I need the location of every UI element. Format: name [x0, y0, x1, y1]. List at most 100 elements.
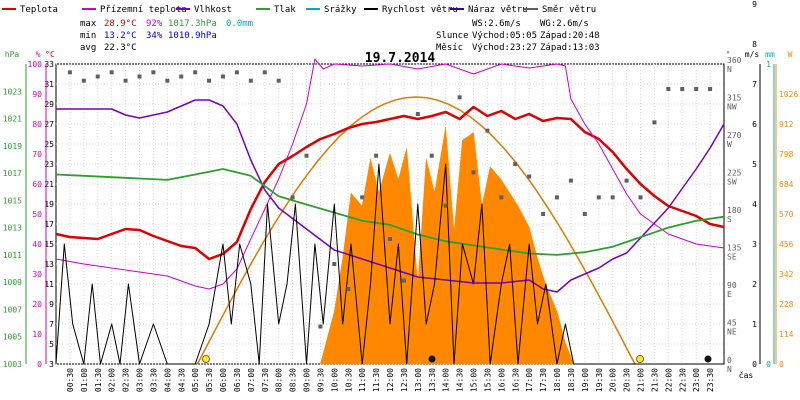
- dir-tick-compass: NW: [727, 103, 737, 112]
- x-tick-label: 14:30: [456, 368, 465, 392]
- x-tick-label: 06:30: [233, 368, 242, 392]
- hpa-tick-label: 1007: [3, 305, 22, 314]
- temp-tick-label: 23: [44, 160, 54, 169]
- wind-direction-point: [513, 162, 518, 166]
- wind-direction-point: [276, 78, 281, 83]
- series-line-přízemní-teplota: [55, 58, 725, 290]
- stats-block: max 28.9°C 92% 1017.3hPa 0.0mm min 13.2°…: [80, 19, 600, 53]
- temp-tick-label: 3: [49, 360, 54, 369]
- x-tick-label: 22:30: [678, 368, 687, 392]
- legend: Teplota Přízemní teplota Vlhkost Tlak Srážky…: [2, 5, 596, 15]
- hpa-tick-label: 1005: [3, 333, 22, 342]
- wind-direction-point: [694, 87, 699, 91]
- x-tick-label: 01:00: [80, 368, 89, 392]
- wind-direction-point: [304, 153, 309, 158]
- x-tick-label: 13:00: [414, 368, 423, 392]
- temp-tick-label: 7: [49, 320, 54, 329]
- percent-unit: %: [36, 50, 41, 59]
- x-tick-label: 18:00: [553, 368, 562, 392]
- x-tick-label: 13:30: [428, 368, 437, 392]
- dir-tick-label: 225: [727, 169, 742, 178]
- wind-direction-point: [555, 195, 559, 200]
- wind-direction-point: [415, 112, 420, 116]
- x-tick-label: 23:00: [692, 368, 701, 392]
- wind-direction-point: [318, 324, 323, 329]
- wind-direction-point: [596, 195, 601, 200]
- temp-tick-label: 13: [44, 260, 54, 269]
- wind-direction-point: [499, 195, 504, 200]
- x-tick-label: 08:30: [289, 368, 298, 392]
- moonset-marker: [428, 355, 436, 363]
- legend-label: Teplota: [20, 5, 58, 15]
- wind-direction-point: [568, 178, 573, 183]
- x-tick-label: 19:30: [595, 368, 604, 392]
- stat-sun-label: Slunce: [436, 31, 469, 41]
- stat-sun-set: Západ:20:48: [540, 31, 600, 41]
- percent-tick-label: 50: [32, 210, 42, 219]
- hpa-tick-label: 1021: [3, 115, 22, 124]
- hpa-unit: hPa: [5, 50, 20, 59]
- stat-min-hum: 34%: [146, 31, 163, 41]
- temp-tick-label: 33: [44, 60, 54, 69]
- stat-avg-temp: 22.3°C: [104, 43, 137, 53]
- dir-tick-label: 315: [727, 94, 742, 103]
- temp-tick-label: 15: [44, 240, 54, 249]
- wind-direction-point: [151, 70, 156, 75]
- percent-tick-label: 0: [37, 360, 42, 369]
- hpa-tick-label: 1015: [3, 196, 22, 205]
- wind-direction-point: [360, 195, 365, 200]
- dir-tick-compass: N: [727, 65, 732, 74]
- legend-label: Náraz větru: [468, 5, 528, 15]
- hpa-tick-label: 1013: [3, 224, 22, 233]
- temp-tick-label: 19: [44, 200, 54, 209]
- temp-tick-label: 11: [44, 280, 54, 289]
- sunset-marker: [636, 355, 644, 363]
- x-tick-label: 03:30: [149, 368, 158, 392]
- x-tick-label: 14:00: [442, 368, 451, 392]
- percent-tick-label: 60: [32, 180, 42, 189]
- x-tick-label: 21:00: [637, 368, 646, 392]
- wind-direction-point: [708, 87, 713, 91]
- wm2-tick-label: 228: [779, 300, 794, 309]
- series-line-vlhkost: [56, 99, 725, 293]
- x-tick-label: 17:00: [525, 368, 534, 392]
- axes-layer: 00:30 01:00 01:30 02:00 02:30 03:00 03:30 04:00…: [3, 0, 799, 392]
- percent-tick-label: 40: [32, 240, 42, 249]
- wind-direction-points: [67, 70, 713, 329]
- x-tick-label: 07:30: [261, 368, 270, 392]
- wind-direction-point: [95, 74, 100, 79]
- wind-direction-point: [193, 70, 198, 75]
- x-tick-label: 21:30: [650, 368, 659, 392]
- stat-min-press: 1010.9hPa: [168, 31, 217, 41]
- chart-title: 19.7.2014: [365, 51, 436, 66]
- stat-max-rain: 0.0mm: [226, 19, 253, 29]
- legend-label: Vlhkost: [194, 5, 232, 15]
- ms-tick-label: 7: [752, 80, 757, 89]
- wind-direction-point: [652, 120, 657, 125]
- x-tick-label: 20:30: [623, 368, 632, 392]
- stat-min-temp: 13.2°C: [104, 31, 137, 41]
- temp-unit: °C: [45, 50, 55, 59]
- stat-max-press: 1017.3hPa: [168, 19, 217, 29]
- wind-direction-point: [541, 212, 546, 216]
- dir-tick-compass: SW: [727, 178, 737, 187]
- x-tick-label: 20:00: [609, 368, 618, 392]
- wm2-tick-label: 798: [779, 150, 794, 159]
- ms-tick-label: 9: [752, 0, 757, 9]
- ms-tick-label: 3: [752, 240, 757, 249]
- stat-wg: WG:2.6m/s: [540, 19, 589, 29]
- dir-tick-compass: SE: [727, 253, 737, 262]
- x-tick-label: 11:30: [372, 368, 381, 392]
- ms-unit: m/s: [745, 50, 760, 59]
- percent-tick-label: 90: [32, 90, 42, 99]
- wind-direction-point: [234, 70, 239, 75]
- hpa-tick-label: 1017: [3, 169, 22, 178]
- wind-direction-point: [67, 70, 72, 75]
- ms-tick-label: 8: [752, 40, 757, 49]
- ms-tick-label: 0: [752, 360, 757, 369]
- wm2-unit: W: [788, 50, 793, 59]
- wind-direction-point: [346, 287, 351, 291]
- hpa-tick-label: 1003: [3, 360, 22, 369]
- dir-tick-label: 270: [727, 131, 742, 140]
